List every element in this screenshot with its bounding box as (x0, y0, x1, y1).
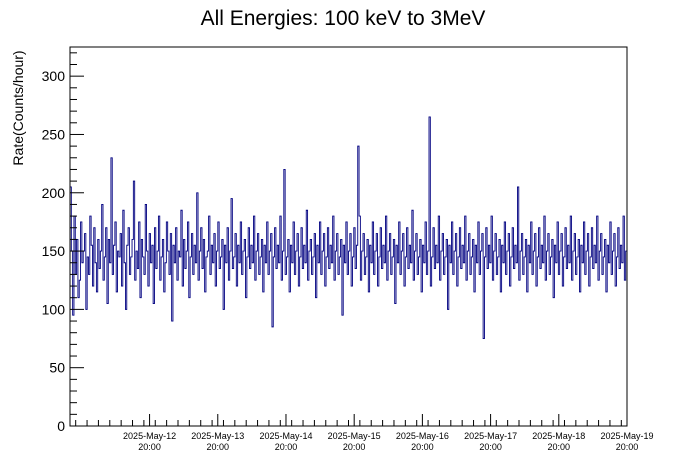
x-tick-label-date: 2025-May-16 (396, 431, 449, 441)
x-tick-label-date: 2025-May-13 (191, 431, 244, 441)
series-line-0 (70, 116, 627, 339)
series-layer (70, 116, 627, 339)
x-tick-label-time: 20:00 (275, 442, 298, 452)
x-tick-label-date: 2025-May-19 (600, 431, 653, 441)
y-tick-label: 100 (42, 301, 66, 317)
y-tick-label: 50 (49, 360, 65, 376)
x-tick-label-date: 2025-May-12 (123, 431, 176, 441)
x-axis: 2025-May-1220:002025-May-1320:002025-May… (75, 414, 654, 452)
y-tick-label: 250 (42, 126, 66, 142)
x-tick-label-time: 20:00 (411, 442, 434, 452)
y-tick-label: 150 (42, 243, 66, 259)
chart-title: All Energies: 100 keV to 3MeV (201, 7, 486, 30)
x-tick-label-time: 20:00 (548, 442, 571, 452)
x-tick-label-time: 20:00 (479, 442, 502, 452)
y-tick-label: 200 (42, 185, 66, 201)
y-axis-label: Rate(Counts/hour) (10, 50, 26, 165)
y-tick-label: 300 (42, 68, 66, 84)
x-tick-label-date: 2025-May-15 (328, 431, 381, 441)
x-tick-label-time: 20:00 (616, 442, 639, 452)
x-tick-label-date: 2025-May-14 (259, 431, 312, 441)
y-axis: 0 50 100 150 200 250 300 (42, 52, 84, 434)
y-tick-label: 0 (57, 418, 65, 434)
x-tick-label-time: 20:00 (207, 442, 230, 452)
x-tick-label-date: 2025-May-17 (464, 431, 517, 441)
x-tick-label-time: 20:00 (138, 442, 161, 452)
x-tick-label-date: 2025-May-18 (532, 431, 585, 441)
x-tick-label-time: 20:00 (343, 442, 366, 452)
